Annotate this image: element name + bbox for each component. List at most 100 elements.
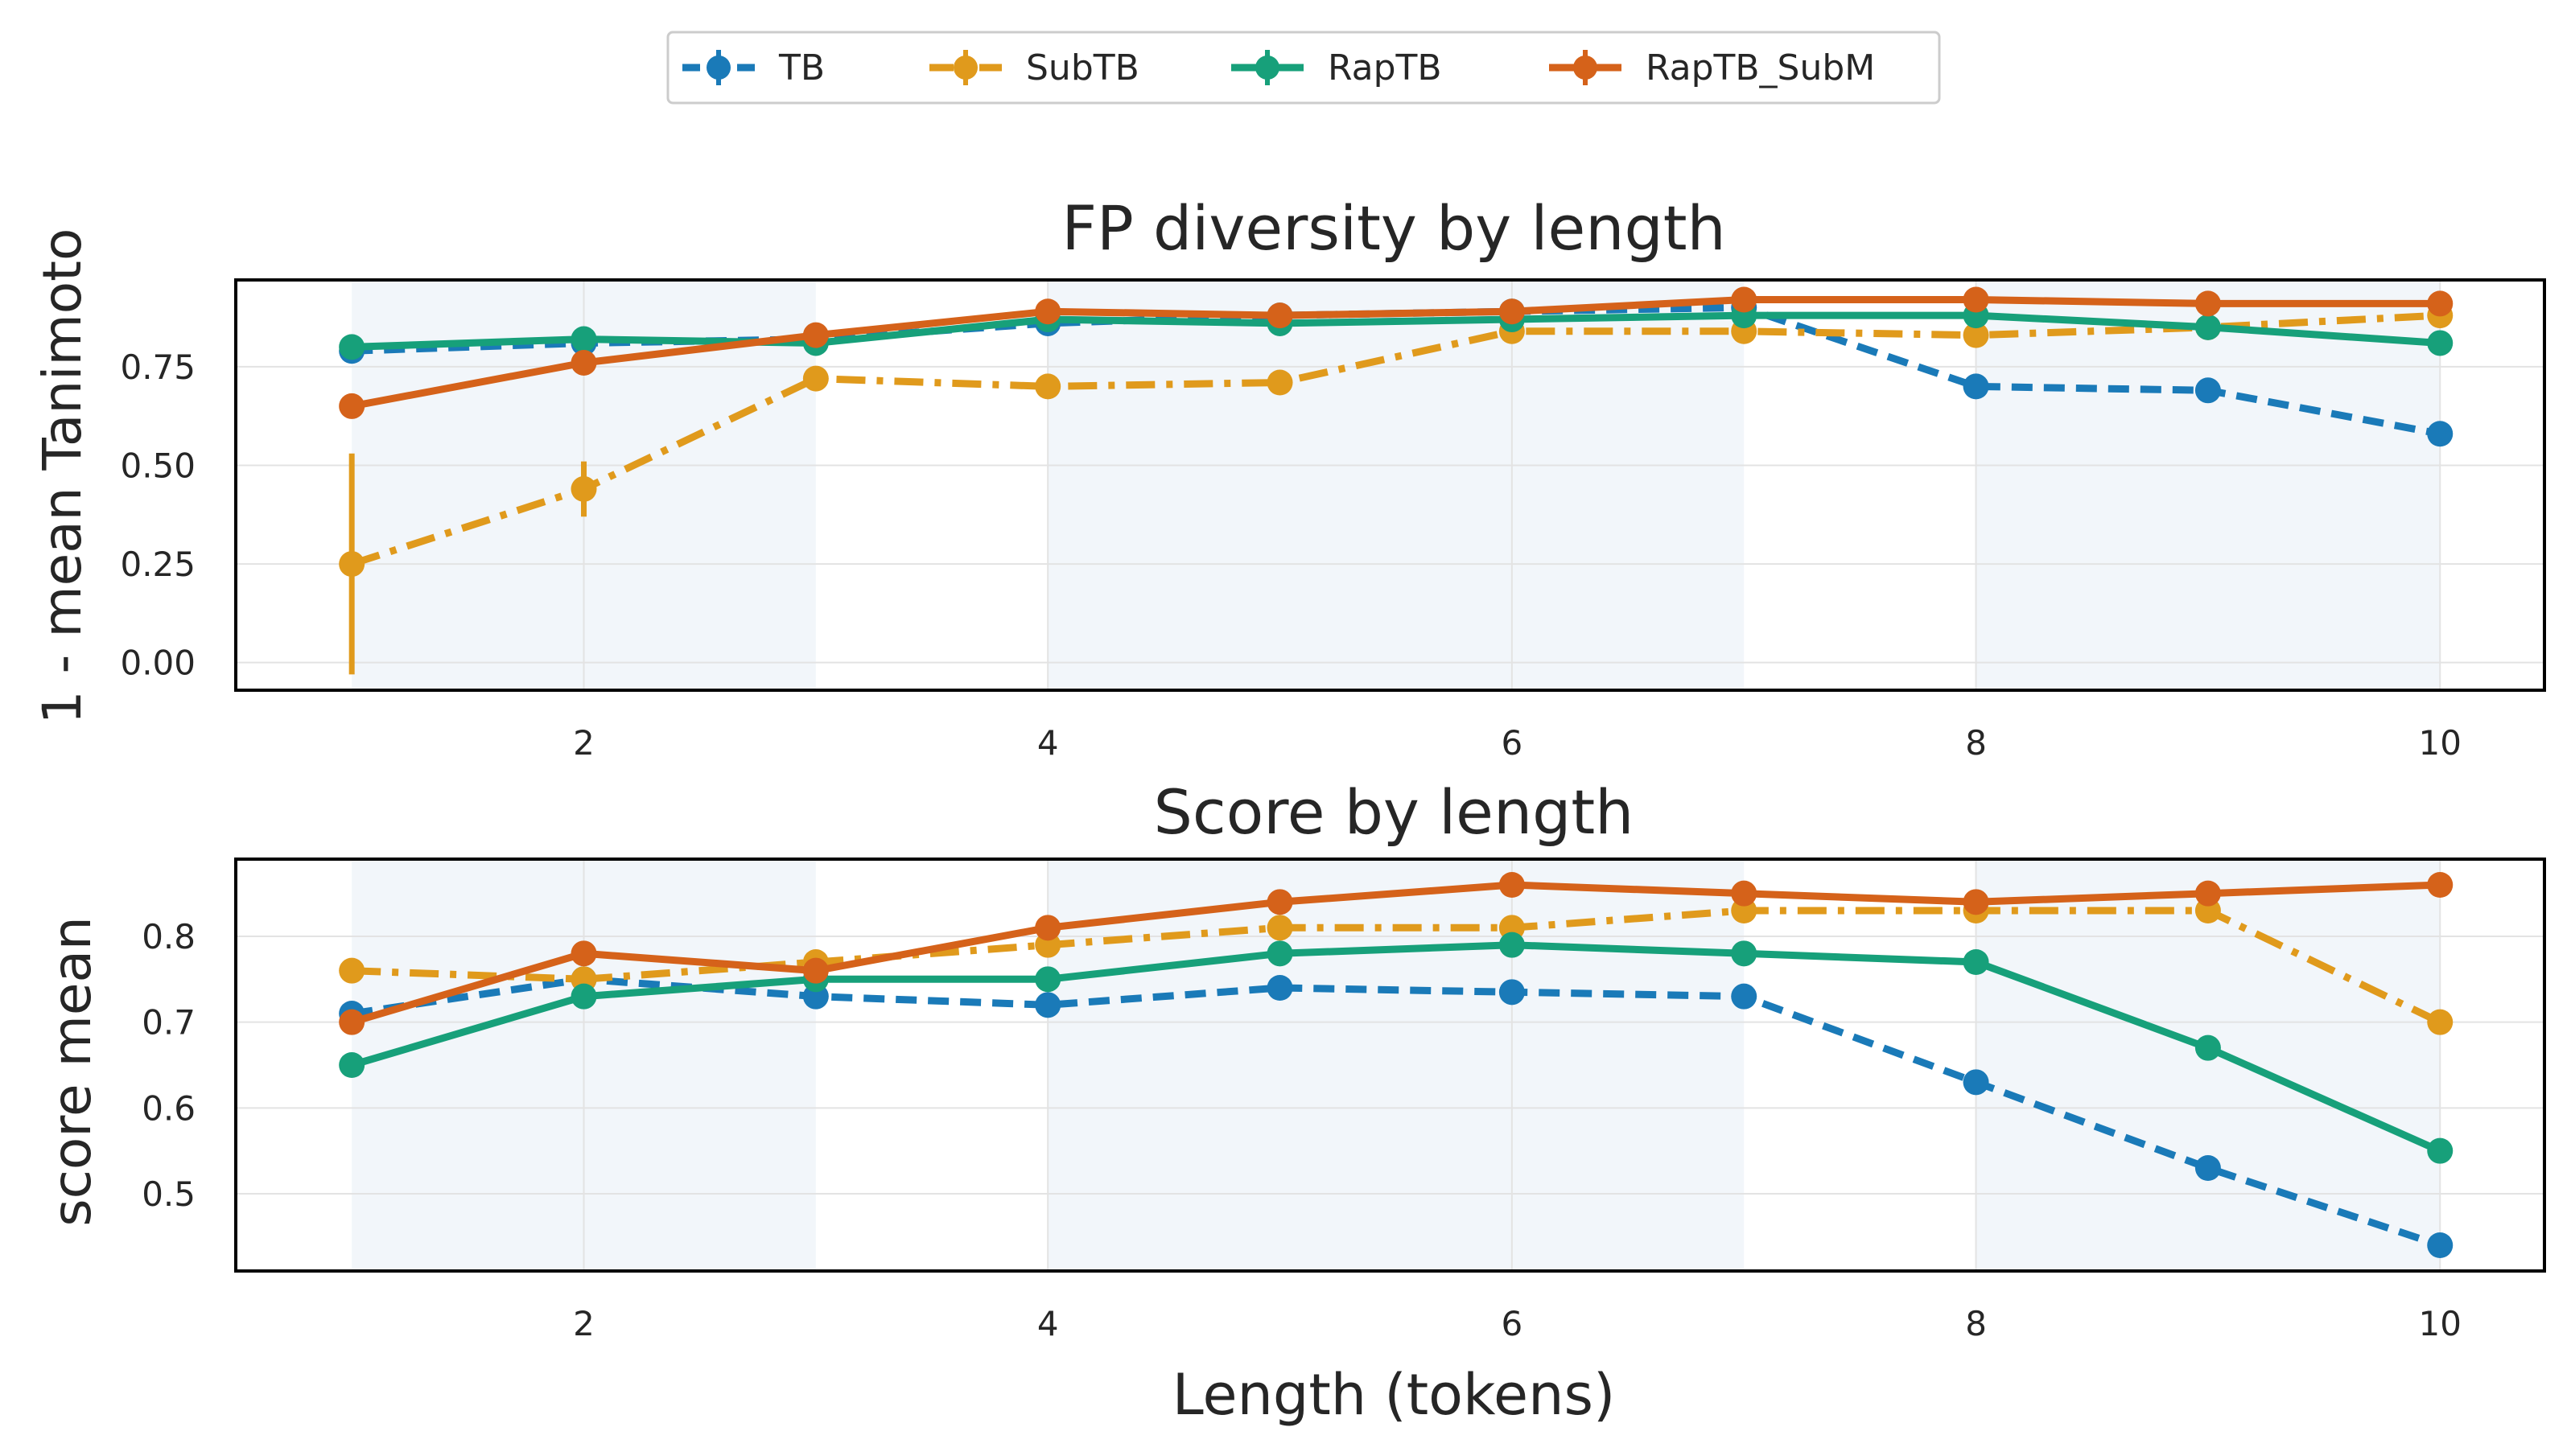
legend-item-raptb-subm: RapTB_SubM: [1549, 47, 1875, 88]
legend-label: SubTB: [1026, 47, 1139, 88]
data-point: [802, 365, 829, 392]
legend-label: RapTB_SubM: [1646, 47, 1875, 88]
data-point: [1731, 880, 1757, 907]
x-tick-label: 4: [1037, 723, 1059, 763]
legend-item-subtb: SubTB: [929, 47, 1139, 88]
x-tick-label: 2: [573, 723, 595, 763]
data-point: [2194, 290, 2221, 317]
data-point: [571, 475, 597, 502]
data-point: [2194, 1034, 2221, 1061]
x-tick-label: 6: [1502, 723, 1523, 763]
data-point: [2427, 421, 2454, 447]
data-point: [1963, 949, 1989, 975]
series-line: [350, 881, 2441, 1026]
data-point: [571, 349, 597, 376]
score-panel: Score by length 2 4 6 8 10 0.5 0.6 0.7 0.8: [142, 776, 2546, 1343]
score-panel-title: Score by length: [1154, 776, 1634, 848]
data-point: [1267, 975, 1293, 1001]
series-line: [352, 311, 2441, 351]
y-tick-label: 0.8: [142, 917, 196, 956]
data-point: [1035, 966, 1061, 993]
y-tick-label: 0.50: [120, 446, 196, 485]
series-raptb-subm: [339, 286, 2454, 419]
data-point: [339, 334, 365, 360]
axes-frame: [234, 278, 2546, 692]
data-point: [339, 1009, 365, 1035]
data-point: [2427, 1009, 2454, 1035]
data-point: [1267, 369, 1293, 396]
legend-marker: [954, 56, 978, 80]
x-tick-label: 8: [1965, 1304, 1987, 1343]
data-point: [339, 393, 365, 419]
x-tick-label: 6: [1502, 1304, 1523, 1343]
data-point: [1963, 373, 1989, 400]
shaded-band: [1976, 859, 2441, 1271]
data-point: [1731, 983, 1757, 1010]
y-tick-label: 0.5: [142, 1174, 196, 1214]
series-line: [352, 907, 2442, 1026]
x-tick-label: 10: [2419, 1304, 2462, 1343]
data-point: [2427, 330, 2454, 356]
legend-marker: [707, 56, 731, 80]
data-point: [1498, 872, 1525, 898]
data-point: [1035, 373, 1061, 400]
data-point: [1963, 286, 1989, 313]
data-point: [2194, 880, 2221, 907]
data-point: [2427, 872, 2454, 898]
data-point: [2194, 1155, 2221, 1181]
x-tick-label: 10: [2419, 723, 2462, 763]
score-y-axis-label: score mean: [41, 916, 103, 1227]
x-tick-label: 8: [1965, 723, 1987, 763]
data-point: [1498, 932, 1525, 958]
series-line: [350, 311, 2441, 568]
y-tick-label: 0.25: [120, 545, 196, 584]
series-subtb: [339, 302, 2454, 675]
legend-item-raptb: RapTB: [1231, 47, 1442, 88]
shaded-band: [1048, 280, 1745, 690]
data-point: [1963, 1069, 1989, 1096]
diversity-panel-title: FP diversity by length: [1061, 192, 1725, 264]
x-tick-label: 4: [1037, 1304, 1059, 1343]
data-point: [339, 1052, 365, 1078]
series-line: [351, 296, 2441, 410]
legend-label: RapTB: [1328, 47, 1442, 88]
data-point: [2427, 1137, 2454, 1164]
x-axis-label: Length (tokens): [1172, 1362, 1616, 1428]
legend-item-tb: TB: [682, 47, 825, 88]
y-tick-label: 0.6: [142, 1088, 196, 1128]
data-point: [571, 326, 597, 352]
data-point: [1267, 940, 1293, 967]
data-point: [1498, 298, 1525, 325]
data-point: [1963, 889, 1989, 915]
y-tick-label: 0.7: [142, 1003, 196, 1043]
data-point: [1267, 889, 1293, 915]
diversity-y-axis-label: 1 - mean Tanimoto: [31, 228, 93, 725]
data-point: [2194, 377, 2221, 404]
data-point: [339, 551, 365, 578]
legend: TB SubTB RapTB RapTB_SubM: [666, 31, 1941, 105]
data-point: [1731, 286, 1757, 313]
data-point: [2194, 314, 2221, 340]
data-point: [2427, 1232, 2454, 1258]
data-point: [1035, 915, 1061, 941]
diversity-axes: 2 4 6 8 10 0.00 0.25 0.50 0.75: [120, 278, 2546, 763]
series-line: [351, 975, 2441, 1249]
legend-marker: [1255, 56, 1279, 80]
data-point: [1035, 992, 1061, 1018]
x-tick-label: 2: [573, 1304, 595, 1343]
data-point: [802, 322, 829, 348]
axes-frame: [234, 858, 2546, 1273]
data-point: [1267, 915, 1293, 941]
shaded-band: [1976, 280, 2441, 690]
y-tick-label: 0.75: [120, 348, 196, 387]
data-point: [802, 957, 829, 984]
data-point: [1731, 940, 1757, 967]
series-raptb-subm: [339, 872, 2454, 1035]
series-line: [350, 941, 2442, 1154]
data-point: [1963, 322, 1989, 348]
data-point: [339, 957, 365, 984]
data-point: [1498, 979, 1525, 1006]
data-point: [1035, 298, 1061, 325]
diversity-panel: FP diversity by length 2 4 6 8 10 0.00 0.25 0.5…: [120, 192, 2546, 763]
